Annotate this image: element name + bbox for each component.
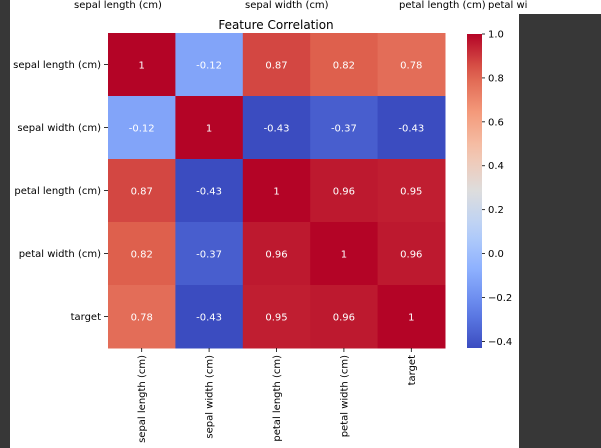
cutoff-label: petal wi xyxy=(488,0,528,11)
colorbar-tick-label: 0.2 xyxy=(488,205,504,216)
cell-annotation: 0.87 xyxy=(131,187,153,198)
cell-annotation: 0.82 xyxy=(131,250,153,261)
heatmap-cell xyxy=(108,33,176,97)
heatmap-cell xyxy=(377,285,446,349)
cell-annotation: 1 xyxy=(273,187,279,198)
cutoff-label: petal length (cm) xyxy=(399,0,486,11)
colorbar-tick-label: 0.8 xyxy=(488,73,504,84)
colorbar-tick-label: −0.2 xyxy=(488,293,512,304)
y-tick-label: target xyxy=(71,312,101,323)
colorbar-tick-label: 1.0 xyxy=(488,30,504,41)
y-tick-label: petal width (cm) xyxy=(19,249,101,260)
heatmap-cell xyxy=(242,96,311,160)
cell-annotation: -0.43 xyxy=(196,187,222,198)
cell-annotation: -0.12 xyxy=(196,61,222,72)
heatmap-cell xyxy=(108,285,176,349)
heatmap-cell xyxy=(108,96,176,160)
cell-annotation: 0.95 xyxy=(400,187,422,198)
cell-annotation: -0.43 xyxy=(196,313,222,324)
heatmap-cell xyxy=(242,33,311,97)
heatmap-cell xyxy=(310,159,379,223)
cell-annotation: -0.43 xyxy=(264,124,290,135)
cell-annotation: -0.37 xyxy=(196,250,222,261)
heatmap-cell xyxy=(108,159,176,223)
heatmap-cell xyxy=(175,222,244,286)
chart-title: Feature Correlation xyxy=(218,18,333,32)
heatmap-cell xyxy=(108,222,176,286)
cell-annotation: 0.78 xyxy=(131,313,153,324)
colorbar-tick-label: 0.6 xyxy=(488,117,504,128)
cell-annotation: 0.96 xyxy=(333,187,355,198)
heatmap-cell xyxy=(242,159,311,223)
heatmap-cell xyxy=(310,222,379,286)
cutoff-label: sepal length (cm) xyxy=(74,0,162,11)
colorbar xyxy=(467,34,482,348)
cell-annotation: 1 xyxy=(341,250,347,261)
x-tick-label: petal length (cm) xyxy=(272,355,283,442)
cell-annotation: -0.12 xyxy=(129,124,155,135)
cell-annotation: -0.37 xyxy=(331,124,357,135)
cell-annotation: 1 xyxy=(408,313,414,324)
colorbar-tick-label: −0.4 xyxy=(488,337,512,348)
cell-annotation: 0.96 xyxy=(400,250,422,261)
heatmap-cell xyxy=(242,285,311,349)
heatmap-cell xyxy=(175,33,244,97)
cell-annotation: 1 xyxy=(206,124,212,135)
heatmap-cell xyxy=(377,33,446,97)
y-tick-label: sepal width (cm) xyxy=(17,123,101,134)
y-tick-label: petal length (cm) xyxy=(14,186,101,197)
heatmap-cell xyxy=(242,222,311,286)
heatmap-cell xyxy=(310,285,379,349)
x-tick-label: target xyxy=(407,355,418,385)
cell-annotation: 0.96 xyxy=(333,313,355,324)
x-tick-label: sepal length (cm) xyxy=(137,355,148,443)
colorbar-tick-label: 0.4 xyxy=(488,161,504,172)
heatmap-cell xyxy=(377,96,446,160)
cell-annotation: 0.82 xyxy=(333,61,355,72)
heatmap-cell xyxy=(310,33,379,97)
cell-annotation: -0.43 xyxy=(398,124,424,135)
colorbar-tick-label: 0.0 xyxy=(488,249,504,260)
cell-annotation: 1 xyxy=(139,61,145,72)
previous-output-cutoff: sepal length (cm) sepal width (cm) petal… xyxy=(10,0,601,14)
cutoff-label: sepal width (cm) xyxy=(245,0,329,11)
cell-annotation: 0.96 xyxy=(265,250,287,261)
cell-annotation: 0.78 xyxy=(400,61,422,72)
cell-annotation: 0.95 xyxy=(265,313,287,324)
heatmap-cell xyxy=(175,159,244,223)
x-tick-label: petal width (cm) xyxy=(339,355,350,437)
cell-annotation: 0.87 xyxy=(265,61,287,72)
heatmap-cell xyxy=(175,96,244,160)
y-tick-label: sepal length (cm) xyxy=(13,60,101,71)
heatmap-cell xyxy=(310,96,379,160)
x-tick-label: sepal width (cm) xyxy=(205,355,216,439)
heatmap-cell xyxy=(377,222,446,286)
heatmap-cell xyxy=(377,159,446,223)
heatmap-cell xyxy=(175,285,244,349)
